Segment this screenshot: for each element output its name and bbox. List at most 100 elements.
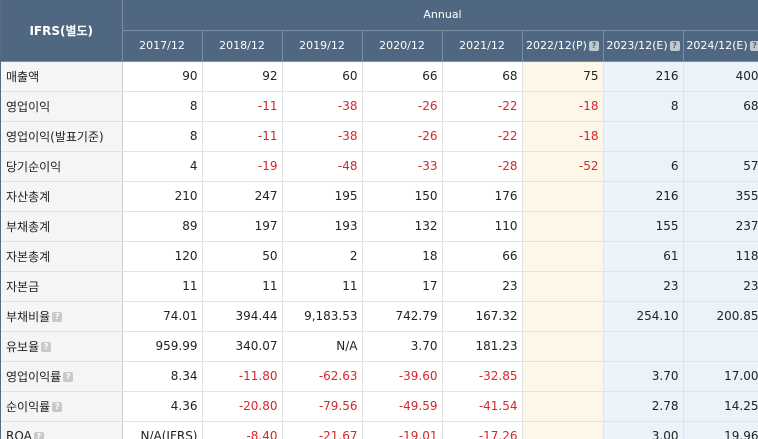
row-label-text: 영업이익(발표기준) bbox=[6, 129, 104, 144]
row-label[interactable]: 유보율? bbox=[1, 331, 123, 362]
year-column-header: 2022/12(P)? bbox=[522, 30, 604, 62]
table-cell: -22 bbox=[442, 91, 523, 122]
table-cell: 8.34 bbox=[122, 361, 203, 392]
table-cell: 66 bbox=[362, 61, 443, 92]
table-cell: -11 bbox=[202, 121, 283, 152]
year-label: 2023/12(E) bbox=[606, 39, 668, 52]
table-cell: 68 bbox=[442, 61, 523, 92]
help-icon[interactable]: ? bbox=[52, 402, 63, 412]
table-cell: 216 bbox=[603, 181, 684, 212]
table-cell: 19.96 bbox=[683, 421, 758, 439]
annual-group-header: Annual bbox=[122, 0, 758, 31]
table-cell: 23 bbox=[683, 271, 758, 302]
table-cell: 8 bbox=[122, 91, 203, 122]
help-icon[interactable]: ? bbox=[669, 41, 680, 51]
table-row: 부채비율? 74.01 394.44 9,183.53 742.79 167.32 254.… bbox=[1, 301, 758, 332]
row-label-text: 영업이익률 bbox=[6, 369, 62, 384]
help-icon[interactable]: ? bbox=[588, 41, 599, 51]
table-cell: 400 bbox=[683, 61, 758, 92]
table-cell: 2 bbox=[282, 241, 363, 272]
table-cell: 110 bbox=[442, 211, 523, 242]
table-cell: 17 bbox=[362, 271, 443, 302]
table-cell: 11 bbox=[122, 271, 203, 302]
table-cell: 155 bbox=[603, 211, 684, 242]
row-label-text: 당기순이익 bbox=[6, 159, 62, 174]
table-cell: 181.23 bbox=[442, 331, 523, 362]
table-cell: 200.85 bbox=[683, 301, 758, 332]
table-cell: -39.60 bbox=[362, 361, 443, 392]
row-label[interactable]: ROA? bbox=[1, 421, 123, 439]
table-cell: -18 bbox=[522, 91, 604, 122]
year-column-header: 2019/12 bbox=[282, 30, 363, 62]
year-column-header: 2024/12(E)? bbox=[683, 30, 758, 62]
table-cell bbox=[522, 391, 604, 422]
table-cell: 89 bbox=[122, 211, 203, 242]
table-cell: 14.25 bbox=[683, 391, 758, 422]
row-label: 부채총계 bbox=[1, 211, 123, 242]
year-column-header: 2017/12 bbox=[122, 30, 203, 62]
table-cell: 23 bbox=[603, 271, 684, 302]
row-label-text: ROA bbox=[6, 429, 32, 439]
row-label[interactable]: 순이익률? bbox=[1, 391, 123, 422]
table-cell: 66 bbox=[442, 241, 523, 272]
table-cell: 254.10 bbox=[603, 301, 684, 332]
table-cell: -38 bbox=[282, 91, 363, 122]
year-column-header: 2018/12 bbox=[202, 30, 283, 62]
help-icon[interactable]: ? bbox=[749, 41, 758, 51]
table-row: 자본금 11 11 11 17 23 23 23 bbox=[1, 271, 758, 302]
table-cell: -26 bbox=[362, 91, 443, 122]
row-label[interactable]: 부채비율? bbox=[1, 301, 123, 332]
table-cell: 8 bbox=[122, 121, 203, 152]
table-cell: N/A bbox=[282, 331, 363, 362]
table-cell: 3.70 bbox=[362, 331, 443, 362]
table-cell: 23 bbox=[442, 271, 523, 302]
table-cell: -17.26 bbox=[442, 421, 523, 439]
table-cell: 6 bbox=[603, 151, 684, 182]
row-label[interactable]: 영업이익률? bbox=[1, 361, 123, 392]
year-column-header: 2023/12(E)? bbox=[603, 30, 684, 62]
table-cell: 2.78 bbox=[603, 391, 684, 422]
table-cell: 394.44 bbox=[202, 301, 283, 332]
table-cell: 193 bbox=[282, 211, 363, 242]
row-label-text: 자본총계 bbox=[6, 249, 51, 264]
table-cell: -11.80 bbox=[202, 361, 283, 392]
year-label: 2024/12(E) bbox=[686, 39, 748, 52]
table-cell: 247 bbox=[202, 181, 283, 212]
row-label-text: 유보율 bbox=[6, 339, 40, 354]
table-cell: 3.70 bbox=[603, 361, 684, 392]
help-icon[interactable]: ? bbox=[63, 372, 74, 382]
table-cell: 167.32 bbox=[442, 301, 523, 332]
table-cell: 50 bbox=[202, 241, 283, 272]
table-cell: 57 bbox=[683, 151, 758, 182]
help-icon[interactable]: ? bbox=[41, 342, 52, 352]
table-cell: -62.63 bbox=[282, 361, 363, 392]
table-row: 당기순이익 4 -19 -48 -33 -28 -52 6 57 bbox=[1, 151, 758, 182]
table-cell: -28 bbox=[442, 151, 523, 182]
table-cell: 74.01 bbox=[122, 301, 203, 332]
table-cell bbox=[522, 211, 604, 242]
table-cell: 237 bbox=[683, 211, 758, 242]
table-cell: -38 bbox=[282, 121, 363, 152]
table-row: 매출액 90 92 60 66 68 75 216 400 bbox=[1, 61, 758, 92]
table-cell: -19 bbox=[202, 151, 283, 182]
table-cell: 132 bbox=[362, 211, 443, 242]
table-cell: 92 bbox=[202, 61, 283, 92]
table-cell: 17.00 bbox=[683, 361, 758, 392]
table-cell bbox=[603, 121, 684, 152]
row-label: 영업이익 bbox=[1, 91, 123, 122]
table-row: 영업이익률? 8.34 -11.80 -62.63 -39.60 -32.85 3.70 17… bbox=[1, 361, 758, 392]
help-icon[interactable]: ? bbox=[52, 312, 63, 322]
table-cell: 118 bbox=[683, 241, 758, 272]
table-cell: 195 bbox=[282, 181, 363, 212]
year-label: 2020/12 bbox=[379, 39, 425, 52]
table-cell: -32.85 bbox=[442, 361, 523, 392]
table-row: 부채총계 89 197 193 132 110 155 237 bbox=[1, 211, 758, 242]
row-label-text: 부채총계 bbox=[6, 219, 51, 234]
table-cell: 216 bbox=[603, 61, 684, 92]
year-label: 2022/12(P) bbox=[526, 39, 587, 52]
table-cell: 75 bbox=[522, 61, 604, 92]
table-row: 유보율? 959.99 340.07 N/A 3.70 181.23 bbox=[1, 331, 758, 362]
table-cell: -49.59 bbox=[362, 391, 443, 422]
table-cell bbox=[683, 121, 758, 152]
help-icon[interactable]: ? bbox=[33, 431, 44, 439]
